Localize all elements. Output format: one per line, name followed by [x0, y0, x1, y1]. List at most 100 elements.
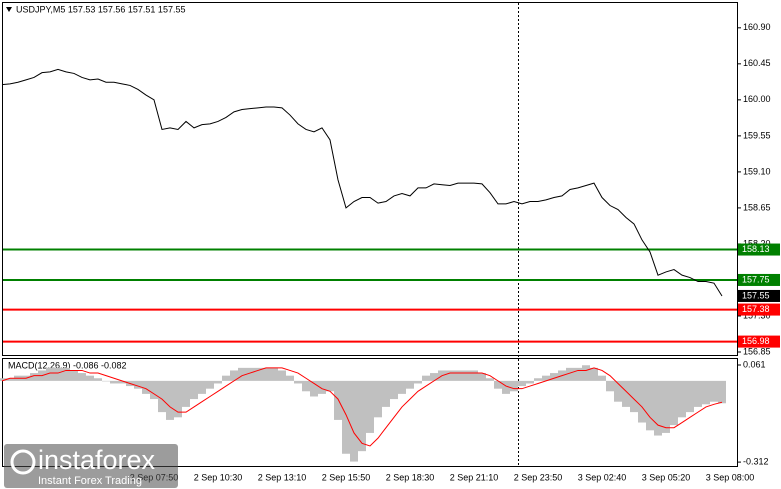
macd-bar [102, 380, 110, 382]
macd-bar [486, 378, 494, 381]
macd-bar [78, 373, 86, 381]
macd-bar [6, 378, 14, 381]
macd-bar [622, 380, 630, 407]
macd-bar [422, 375, 430, 381]
y-tick-label: 160.90 [743, 22, 771, 32]
macd-bar [222, 375, 230, 381]
macd-bar [614, 380, 622, 402]
macd-bar [262, 367, 270, 381]
x-tick-label: 3 Sep 05:20 [642, 472, 691, 482]
macd-bar [62, 367, 70, 381]
macd-bar [470, 370, 478, 381]
macd-bar [166, 380, 174, 420]
macd-bar [174, 380, 182, 418]
macd-bar [606, 380, 614, 392]
macd-bar [310, 380, 318, 397]
macd-bar [710, 380, 718, 402]
macd-bar [326, 380, 334, 392]
macd-bar [358, 380, 366, 452]
macd-bar [718, 380, 726, 404]
watermark-brand: instaforex [38, 445, 156, 475]
macd-bar [598, 375, 606, 381]
watermark-icon [10, 449, 36, 475]
macd-bar [638, 380, 646, 423]
macd-bar [110, 380, 118, 384]
macd-bar [382, 380, 390, 407]
x-tick-label: 3 Sep 08:00 [706, 472, 755, 482]
macd-bar [182, 380, 190, 407]
level-label: 156.98 [742, 336, 770, 346]
macd-bar [302, 380, 310, 392]
macd-bar [390, 380, 398, 400]
macd-bar [582, 365, 590, 381]
x-tick-label: 2 Sep 10:30 [194, 472, 243, 482]
macd-bar [214, 380, 222, 384]
level-label-background [738, 243, 780, 256]
price-panel-frame [2, 2, 738, 356]
macd-bar [654, 380, 662, 436]
macd-bar [510, 380, 518, 392]
macd-panel-frame [2, 358, 738, 467]
macd-bar [630, 380, 638, 413]
last-price-background [738, 289, 780, 302]
level-label-background [738, 303, 780, 316]
y-tick-label: 159.10 [743, 166, 771, 176]
y-tick-label: 160.00 [743, 94, 771, 104]
macd-bar [502, 380, 510, 394]
y-tick-label: 0.061 [743, 359, 766, 369]
x-tick-label: 2 Sep 21:10 [450, 472, 499, 482]
macd-bar [86, 375, 94, 381]
macd-bar [190, 380, 198, 400]
macd-bar [238, 367, 246, 381]
macd-bar [286, 375, 294, 381]
macd-bar [478, 373, 486, 381]
macd-bar [54, 367, 62, 381]
macd-bar [398, 380, 406, 394]
macd-bar [350, 380, 358, 462]
price-title: USDJPY,M5 157.53 157.56 157.51 157.55 [16, 4, 185, 14]
macd-bar [494, 380, 502, 389]
macd-bar [678, 380, 686, 418]
macd-bar [254, 367, 262, 381]
macd-bar [294, 380, 302, 384]
macd-bar [406, 380, 414, 389]
macd-bar [0, 378, 6, 381]
macd-bar [150, 380, 158, 400]
macd-bar [270, 367, 278, 381]
macd-bar [318, 380, 326, 394]
macd-bar [278, 370, 286, 381]
macd-bar [94, 378, 102, 381]
macd-bar [118, 380, 126, 384]
macd-bar [518, 380, 526, 387]
macd-bar [702, 380, 710, 405]
level-label-background [738, 335, 780, 348]
x-tick-label: 3 Sep 02:40 [578, 472, 627, 482]
macd-bar [670, 380, 678, 426]
macd-bar [246, 367, 254, 381]
y-tick-label: -0.312 [743, 456, 769, 466]
macd-title: MACD(12,26,9) -0.086 -0.082 [8, 360, 127, 370]
watermark-background [4, 444, 178, 488]
x-tick-label: 2 Sep 13:10 [258, 472, 307, 482]
macd-bar [46, 367, 54, 381]
x-tick-label: 2 Sep 18:30 [386, 472, 435, 482]
macd-bar [134, 380, 142, 389]
watermark-tagline: Instant Forex Trading [38, 475, 142, 487]
macd-bar [30, 373, 38, 381]
level-label: 157.75 [742, 274, 770, 284]
level-label: 157.38 [742, 304, 770, 314]
macd-bar [534, 378, 542, 381]
y-tick-label: 159.55 [743, 130, 771, 140]
macd-bar [662, 380, 670, 433]
macd-bar [230, 370, 238, 381]
macd-bar [206, 380, 214, 389]
y-tick-label: 160.45 [743, 58, 771, 68]
macd-bar [526, 380, 534, 384]
macd-bar [366, 380, 374, 433]
macd-bar [70, 370, 78, 381]
macd-bar [334, 380, 342, 420]
macd-bar [566, 367, 574, 381]
macd-bar [462, 370, 470, 381]
macd-bar [686, 380, 694, 413]
price-line [1, 68, 723, 297]
